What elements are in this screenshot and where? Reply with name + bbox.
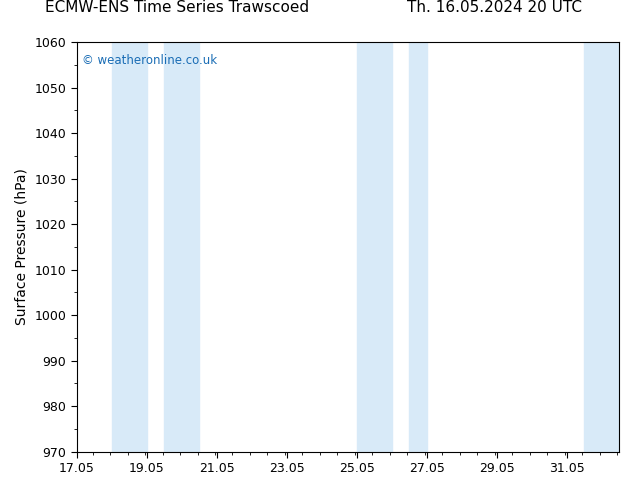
Bar [584,42,619,452]
Text: ECMW-ENS Time Series Trawscoed: ECMW-ENS Time Series Trawscoed [46,0,309,15]
Bar [357,42,392,452]
Text: Th. 16.05.2024 20 UTC: Th. 16.05.2024 20 UTC [407,0,582,15]
Bar [164,42,199,452]
Bar [112,42,147,452]
Y-axis label: Surface Pressure (hPa): Surface Pressure (hPa) [15,169,29,325]
Text: © weatheronline.co.uk: © weatheronline.co.uk [82,54,217,67]
Bar [409,42,427,452]
